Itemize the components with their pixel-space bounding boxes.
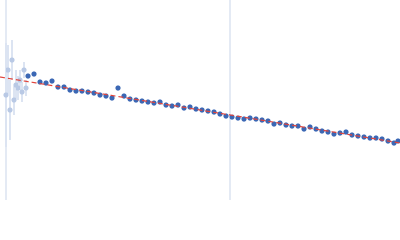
chart xyxy=(0,0,400,200)
data-point xyxy=(217,111,223,117)
data-point xyxy=(343,129,349,135)
data-point xyxy=(301,126,307,132)
data-point xyxy=(379,136,385,142)
data-point xyxy=(193,106,199,112)
data-point xyxy=(25,73,31,79)
data-point xyxy=(109,95,115,101)
page: (() => { const data = JSON.parse(documen… xyxy=(0,0,400,200)
data-point xyxy=(247,115,253,121)
data-point xyxy=(67,87,73,93)
data-point xyxy=(121,93,127,99)
data-point xyxy=(319,128,325,134)
data-point xyxy=(49,78,55,84)
data-point xyxy=(295,123,301,129)
data-point xyxy=(325,129,331,135)
data-point xyxy=(21,67,27,73)
data-point xyxy=(223,113,229,119)
data-point xyxy=(43,80,49,86)
data-point xyxy=(373,135,379,141)
data-point xyxy=(265,118,271,124)
data-point xyxy=(7,107,13,113)
fit-line xyxy=(0,76,400,144)
data-point xyxy=(31,71,37,77)
data-point xyxy=(115,85,121,91)
data-point xyxy=(289,123,295,129)
data-point xyxy=(271,121,277,127)
data-point xyxy=(91,90,97,96)
data-point xyxy=(15,85,21,91)
data-point xyxy=(23,85,29,91)
data-point xyxy=(367,135,373,141)
data-point xyxy=(3,92,9,98)
data-point xyxy=(5,67,11,73)
data-point xyxy=(9,57,15,63)
data-point xyxy=(145,99,151,105)
data-point xyxy=(19,89,25,95)
data-point xyxy=(163,102,169,108)
data-point xyxy=(11,97,17,103)
